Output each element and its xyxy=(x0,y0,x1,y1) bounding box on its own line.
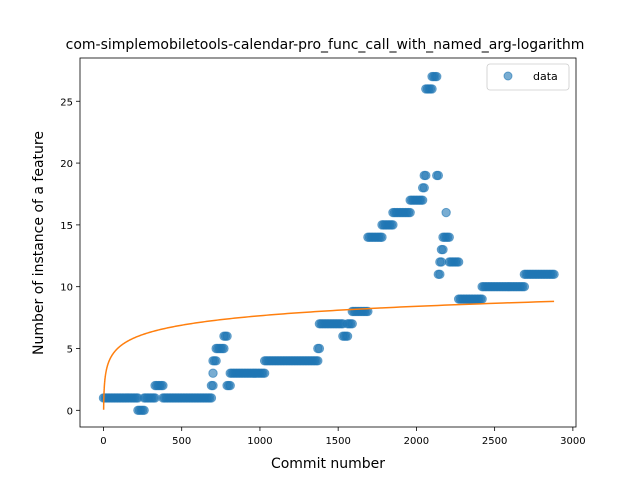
data-point xyxy=(139,405,149,416)
data-point xyxy=(405,207,415,218)
legend-marker xyxy=(503,71,513,81)
data-point xyxy=(438,244,448,255)
data-point xyxy=(419,183,429,193)
data-point xyxy=(150,393,160,403)
y-axis-ticks: 0 5 10 15 20 25 xyxy=(60,97,80,417)
legend-box xyxy=(486,63,570,91)
x-tick-label: 500 xyxy=(172,436,191,447)
x-tick-label: 1000 xyxy=(247,436,272,447)
fit-layer xyxy=(102,300,555,410)
data-point xyxy=(342,331,353,341)
data-point xyxy=(432,71,442,82)
data-point xyxy=(314,343,325,354)
x-tick-label: 3000 xyxy=(560,436,585,447)
x-tick-label: 1500 xyxy=(325,436,350,447)
y-tick-label: 0 xyxy=(67,406,73,417)
plot-frame xyxy=(79,57,577,428)
plot-area xyxy=(79,57,577,428)
y-tick-label: 5 xyxy=(67,345,73,356)
data-point xyxy=(208,380,218,391)
data-point xyxy=(435,269,445,280)
x-tick-label: 2500 xyxy=(482,436,507,447)
data-layer xyxy=(98,71,559,416)
x-axis-label: Commit number xyxy=(271,456,385,472)
data-point xyxy=(225,380,235,391)
y-tick-label: 25 xyxy=(60,97,73,108)
plot-background xyxy=(80,58,576,427)
chart-title: com-simplemobiletools-calendar-pro_func_… xyxy=(66,37,585,53)
data-point xyxy=(388,220,398,230)
data-point xyxy=(436,257,447,267)
data-point xyxy=(259,368,270,378)
legend-label: data xyxy=(533,70,558,83)
data-point xyxy=(208,368,218,378)
y-tick-label: 10 xyxy=(60,283,73,294)
data-point xyxy=(477,294,487,304)
data-point xyxy=(441,207,451,218)
data-point xyxy=(444,232,454,242)
data-point xyxy=(427,84,437,94)
data-point xyxy=(347,319,357,329)
data-point xyxy=(377,232,387,242)
x-tick-label: 0 xyxy=(100,436,106,447)
data-point xyxy=(549,269,559,280)
data-point xyxy=(211,356,221,366)
y-tick-label: 15 xyxy=(60,221,73,232)
data-point xyxy=(433,170,444,181)
data-point xyxy=(453,257,464,267)
data-point xyxy=(222,331,232,341)
y-axis-label: Number of instance of a feature xyxy=(31,131,47,355)
x-axis-ticks: 0 500 1000 1500 2000 2500 3000 xyxy=(100,427,586,447)
data-point xyxy=(519,281,530,292)
y-tick-label: 20 xyxy=(60,159,73,170)
legend: data xyxy=(486,63,570,91)
data-point xyxy=(219,343,229,354)
data-point xyxy=(417,195,428,205)
data-point xyxy=(421,170,431,181)
data-point xyxy=(313,356,323,366)
fit-line xyxy=(102,300,555,410)
x-tick-label: 2000 xyxy=(404,436,429,447)
data-point xyxy=(158,380,168,391)
data-point xyxy=(206,393,217,403)
